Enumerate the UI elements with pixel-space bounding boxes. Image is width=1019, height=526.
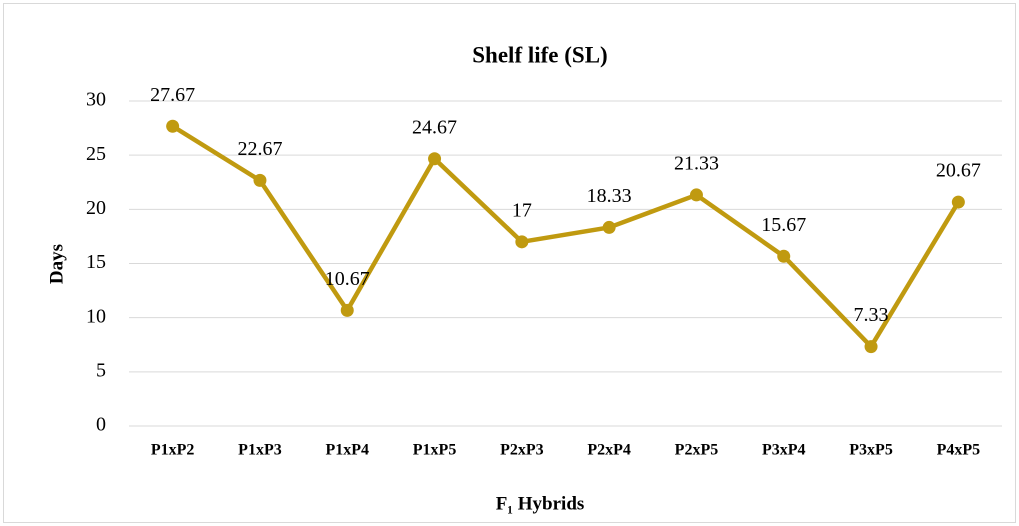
data-label: 18.33 [587,185,632,207]
marker [253,173,267,187]
marker [428,152,442,166]
data-label: 22.67 [237,138,282,160]
y-tick-label: 5 [96,359,106,381]
marker [515,235,529,249]
y-tick-label: 30 [86,89,106,111]
x-axis-title: F₁ Hybrids [496,493,585,514]
y-tick-label: 20 [86,197,106,219]
marker [689,188,703,202]
data-label: 24.67 [412,116,457,138]
line [171,124,961,349]
x-tick-label: P1xP2 [151,442,195,459]
x-tick-label: P3xP5 [849,442,893,459]
y-tick-label: 25 [86,143,106,165]
x-tick-label: P1xP5 [413,442,457,459]
y-tick-label: 15 [86,251,106,273]
data-label: 7.33 [854,304,889,326]
data-label: 20.67 [936,160,981,182]
data-label: 27.67 [150,84,195,106]
x-tick-label: P1xP4 [325,442,369,459]
y-tick-label: 10 [86,305,106,327]
x-tick-label: P1xP3 [238,442,282,459]
x-tick-label: P2xP4 [587,442,631,459]
y-tick-label: 0 [96,414,106,436]
data-label: 15.67 [761,214,806,236]
marker [864,340,878,354]
x-tick-label: P2xP5 [675,442,719,459]
data-label: 21.33 [674,153,719,175]
marker [340,303,354,317]
x-tick-label: P4xP5 [937,442,981,459]
y-axis-title: Days [46,244,67,284]
chart-title: Shelf life (SL) [472,42,607,67]
marker [777,249,791,263]
marker [602,220,616,234]
marker [951,195,965,209]
marker [166,119,180,133]
data-label: 10.67 [325,268,370,290]
x-tick-label: P2xP3 [500,442,544,459]
x-tick-label: P3xP4 [762,442,806,459]
data-label: 17 [512,199,532,221]
